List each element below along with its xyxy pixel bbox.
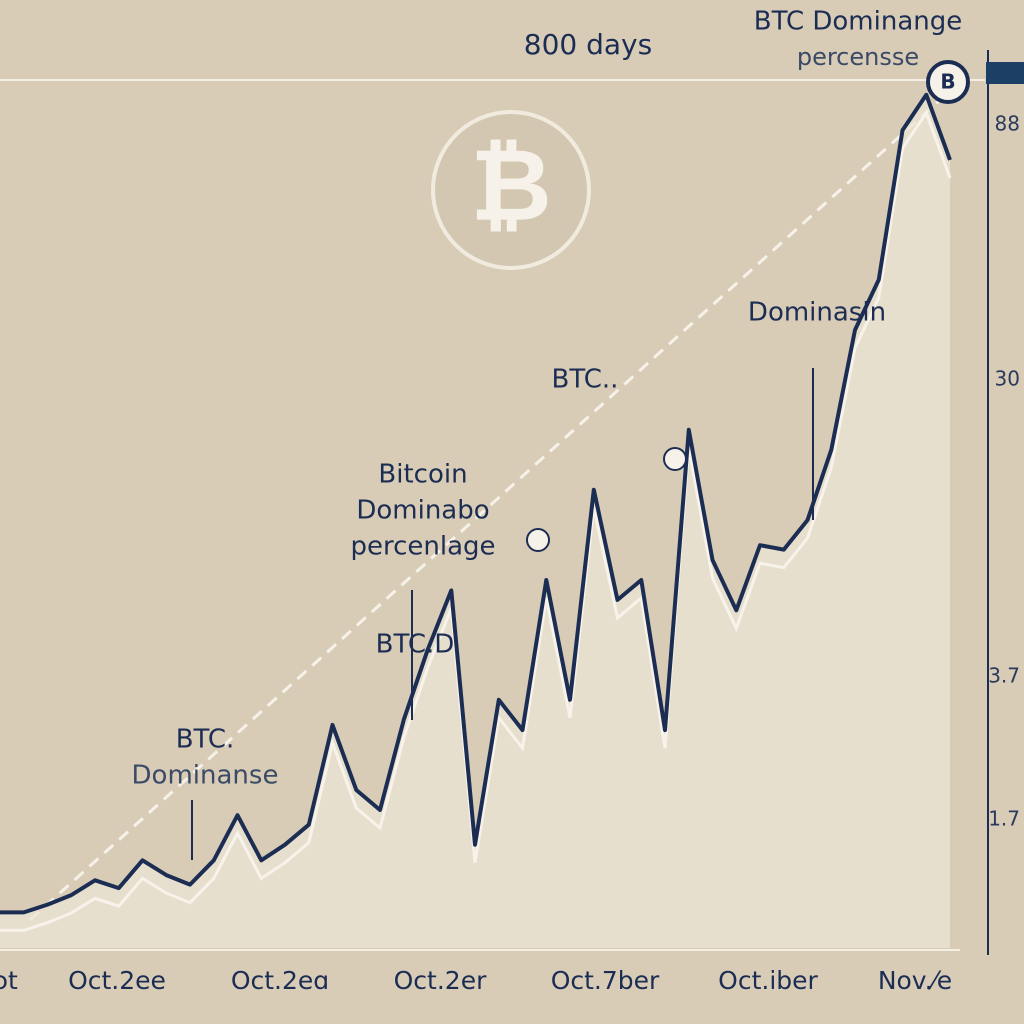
axis-badge bbox=[986, 62, 1024, 84]
annotation: Dominabo bbox=[356, 496, 489, 526]
series-line bbox=[0, 92, 952, 915]
right-label: 1.7 bbox=[988, 807, 1020, 831]
right-label: 88 bbox=[995, 112, 1020, 136]
right-label: 30 bbox=[995, 367, 1020, 391]
x-tick-label: Nov.⁄e bbox=[878, 966, 952, 995]
annotation: BTC.D bbox=[376, 630, 455, 660]
x-tick-label: Oct.iber bbox=[718, 966, 818, 995]
x-tick-label: ɔt bbox=[0, 966, 18, 995]
annotation: Dominasin bbox=[748, 298, 886, 328]
right-label: 3.7 bbox=[988, 664, 1020, 688]
subtitle: percensse bbox=[797, 43, 919, 71]
annotation: BTC. bbox=[176, 725, 235, 755]
plot bbox=[0, 92, 952, 949]
marker bbox=[926, 60, 970, 104]
annotation: BTC.. bbox=[552, 365, 619, 395]
x-tick-label: Oct.2er bbox=[394, 966, 487, 995]
shadow-line bbox=[0, 109, 952, 932]
chart-title: 800 days bbox=[524, 28, 652, 61]
x-tick-label: Oct.2eɑ bbox=[231, 966, 329, 995]
trend-line bbox=[28, 98, 942, 922]
marker-glyph: B bbox=[940, 70, 955, 94]
area bbox=[0, 94, 950, 949]
annotation: Bitcoin bbox=[378, 460, 467, 490]
marker bbox=[526, 528, 550, 552]
bitcoin-logo: ₿ bbox=[431, 110, 591, 270]
marker bbox=[663, 447, 687, 471]
subtitle: BTC Dominange bbox=[754, 7, 962, 37]
x-tick-label: Oct.7ber bbox=[551, 966, 660, 995]
logo-glyph: ₿ bbox=[470, 126, 552, 243]
x-tick-label: Oct.2ee bbox=[68, 966, 166, 995]
markers: B bbox=[526, 60, 970, 552]
annotation: Dominanse bbox=[132, 761, 279, 791]
logo-ring bbox=[431, 110, 591, 270]
labels: BTC Dominange percensse Dominasin BTC.. Bitc… bbox=[0, 7, 1020, 996]
annotation: percenlage bbox=[350, 532, 495, 562]
